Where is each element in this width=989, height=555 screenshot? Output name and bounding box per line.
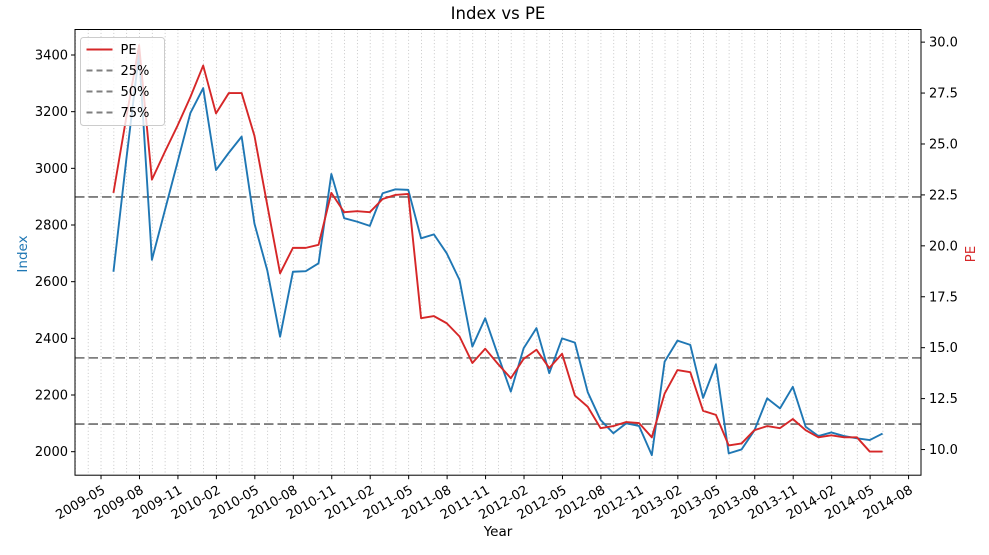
y-tick-label-right: 17.5 bbox=[929, 290, 958, 305]
legend-item-label: PE bbox=[121, 43, 137, 58]
y-tick-label-right: 30.0 bbox=[929, 36, 958, 51]
y-tick-label-right: 12.5 bbox=[929, 392, 958, 407]
plot-border bbox=[74, 29, 922, 476]
y-tick-label-left: 2200 bbox=[35, 389, 68, 404]
legend-item-label: 75% bbox=[121, 106, 150, 121]
x-axis-label: Year bbox=[483, 524, 513, 540]
chart-title: Index vs PE bbox=[450, 4, 546, 23]
y-tick-label-left: 3000 bbox=[35, 162, 68, 177]
legend bbox=[80, 37, 165, 126]
y-tick-label-right: 25.0 bbox=[929, 137, 958, 152]
y-tick-label-left: 3200 bbox=[35, 105, 68, 120]
y-axis-label-right: PE bbox=[963, 245, 979, 263]
y-tick-label-left: 2800 bbox=[35, 219, 68, 234]
y-tick-label-left: 3400 bbox=[35, 49, 68, 64]
y-tick-label-right: 10.0 bbox=[929, 443, 958, 458]
y-tick-label-right: 15.0 bbox=[929, 341, 958, 356]
pe-line-series bbox=[112, 44, 883, 453]
y-tick-label-left: 2000 bbox=[35, 445, 68, 460]
y-tick-label-right: 20.0 bbox=[929, 239, 958, 254]
y-tick-label-right: 27.5 bbox=[929, 87, 958, 102]
legend-item-label: 50% bbox=[121, 85, 150, 100]
y-tick-label-right: 22.5 bbox=[929, 188, 958, 203]
y-tick-label-left: 2400 bbox=[35, 332, 68, 347]
y-tick-label-left: 2600 bbox=[35, 275, 68, 290]
y-axis-label-left: Index bbox=[15, 235, 31, 273]
legend-item-label: 25% bbox=[121, 64, 150, 79]
